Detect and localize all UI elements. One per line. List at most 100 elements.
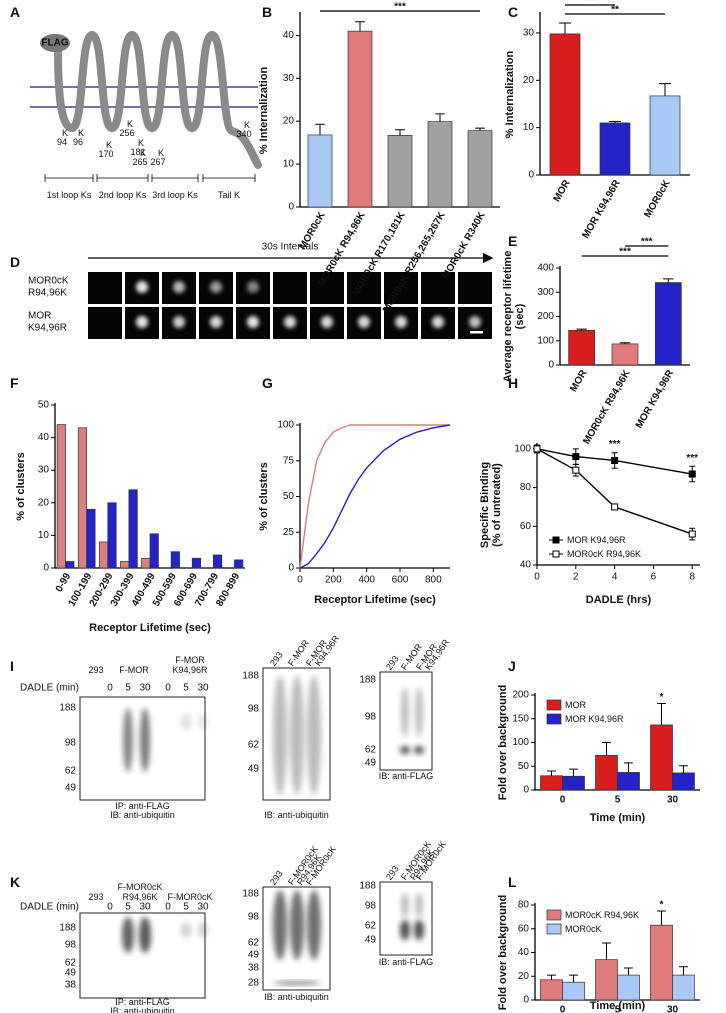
legend-label: MOR0cK [565, 924, 602, 934]
category-label: 0 [560, 1005, 566, 1013]
loop-label: 2nd loop Ks [99, 190, 147, 200]
lane-label: F-MOR0cK [168, 892, 213, 902]
bar [595, 754, 618, 791]
bar [549, 33, 581, 176]
lysine-k: K [140, 148, 146, 158]
loop-label: 1st loop Ks [47, 190, 92, 200]
receptor-spot [173, 281, 185, 293]
y-tick-label: 60 [520, 521, 532, 532]
y-tick-label: 50 [283, 491, 295, 502]
category-label: 5 [615, 1005, 621, 1013]
lysine-k: K [106, 140, 112, 150]
x-tick-label: 200 [325, 575, 342, 586]
lysine-position: 96 [73, 137, 83, 147]
lane-label: F-MOR0cK [118, 882, 163, 892]
significance-label: *** [641, 237, 653, 248]
error-bar [475, 127, 485, 131]
y-tick-label: 20 [523, 75, 535, 86]
bar [98, 541, 109, 569]
lane-label: F-MOR [175, 655, 205, 665]
blot-band [290, 675, 304, 795]
significance-label: *** [619, 247, 631, 258]
y-axis-title: (% of untreated) [491, 463, 503, 547]
blot-band [400, 920, 410, 940]
blot-caption: IB: anti-ubiquitin [110, 810, 175, 820]
receptor-spot [210, 281, 222, 293]
category-label: 30 [667, 795, 679, 806]
lane-label: 293 [384, 654, 401, 672]
time-label: 30 [139, 902, 151, 913]
error-bar [569, 974, 578, 983]
lysine-position: 181 [130, 147, 145, 157]
legend-marker [552, 550, 560, 558]
mw-marker: 98 [65, 940, 77, 951]
image-frame [347, 272, 381, 304]
scale-bar [470, 331, 483, 334]
y-axis-title: Fold over background [497, 895, 509, 1011]
image-frame [273, 272, 307, 304]
significance-label: *** [584, 0, 596, 7]
error-bar [624, 967, 633, 976]
bar [672, 772, 695, 791]
image-frame [88, 307, 122, 339]
x-axis-title: Time (min) [590, 812, 646, 824]
lysine-k: K [138, 138, 144, 148]
blot-band [123, 708, 133, 772]
blot-caption: IB: anti-FLAG [379, 957, 434, 967]
y-tick-label: 10 [523, 122, 535, 133]
y-axis-title: (sec) [514, 303, 526, 329]
panel-letter: L [508, 874, 517, 890]
bar [387, 135, 413, 208]
row-label: R94,96K [28, 288, 67, 299]
lane-label: 293 [268, 650, 285, 668]
bar [562, 981, 585, 1001]
y-tick-label: 10 [283, 159, 295, 170]
bar [347, 30, 373, 208]
bar [617, 974, 640, 1001]
bar [170, 551, 180, 569]
mw-marker: 98 [248, 704, 260, 715]
error-bar [569, 768, 578, 777]
blot-band [307, 675, 321, 795]
y-tick-label: 30 [38, 465, 50, 476]
error-bar [315, 123, 325, 135]
bar [107, 502, 117, 569]
point-marker [533, 445, 541, 453]
legend-marker [552, 536, 560, 544]
error-bar [547, 974, 556, 980]
x-tick-label: 400 [358, 575, 375, 586]
blot-frame [379, 881, 433, 956]
significance-label: *** [686, 453, 698, 464]
flag-label: FLAG [41, 38, 68, 49]
mw-marker: 62 [248, 740, 260, 751]
flag-tag [40, 34, 70, 52]
time-label: 30 [139, 683, 151, 694]
bar [191, 557, 202, 569]
mw-marker: 38 [65, 980, 77, 991]
y-tick-label: 100 [537, 335, 554, 346]
point-marker [688, 530, 696, 538]
error-bar [602, 942, 611, 960]
blot-band [401, 687, 409, 737]
panel-letter: G [262, 375, 273, 391]
y-axis-title: % of clusters [258, 462, 270, 530]
mw-marker: 62 [365, 745, 377, 756]
bar [141, 557, 151, 569]
panel-letter: C [508, 4, 518, 20]
blot-band [273, 890, 287, 960]
blot-band [122, 917, 134, 953]
blot-band [414, 920, 424, 940]
blot-caption: IB: anti-ubiquitin [264, 992, 329, 1002]
receptor-spot [136, 316, 148, 328]
category-label: 30 [667, 1005, 679, 1013]
blot-band [273, 675, 287, 795]
image-frame [310, 272, 344, 304]
time-label: 5 [125, 683, 131, 694]
mw-marker: 62 [65, 766, 77, 777]
mw-marker: 28 [248, 978, 260, 989]
bar [77, 427, 88, 569]
y-tick-label: 100 [512, 737, 529, 748]
lane-label: 293 [268, 869, 285, 887]
category-label: MOR K94,96R [634, 368, 677, 431]
